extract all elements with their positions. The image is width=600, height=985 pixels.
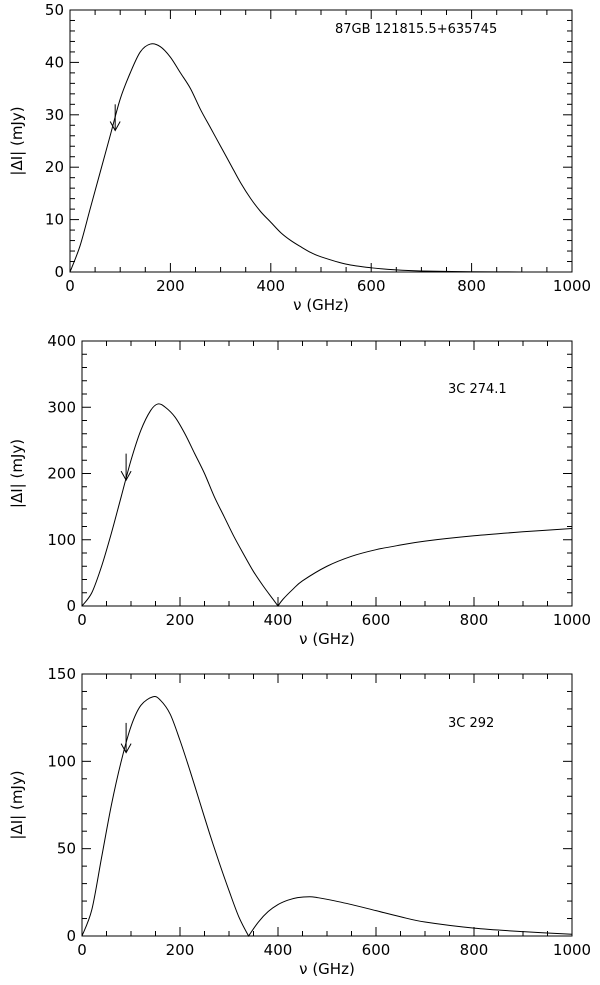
y-tick-label: 10 [45,211,64,229]
y-tick-label: 400 [47,332,76,350]
x-tick-label: 200 [156,277,185,295]
panel-2: 0 200 400 600 800 1000 0 100 200 300 400 ν (GHz) |ΔI… [8,332,591,648]
x-axis-label: ν (GHz) [293,296,349,314]
panel-3: 0 200 400 600 800 1000 0 50 100 150 ν (GHz) |ΔI| (m… [8,665,591,978]
y-tick-label: 0 [54,263,64,281]
series-line [69,43,573,273]
x-tick-label: 400 [264,941,293,959]
y-axis-label: |ΔI| (mJy) [8,106,26,175]
y-axis-label: |ΔI| (mJy) [8,770,26,839]
plot-frame [81,673,573,937]
x-tick-label: 600 [362,611,391,629]
y-tick-label: 0 [66,597,76,615]
x-tick-label: 0 [65,277,75,295]
x-tick-label: 0 [77,611,87,629]
x-tick-label: 600 [362,941,391,959]
y-tick-label: 100 [47,752,76,770]
source-annotation: 3C 292 [448,716,494,731]
y-axis-label: |ΔI| (mJy) [8,439,26,508]
source-annotation: 87GB 121815.5+635745 [335,22,497,37]
panel-1: 0 200 400 600 800 1000 0 10 20 30 40 50 ν (GHz) |ΔI| … [8,1,591,314]
y-tick-label: 300 [47,398,76,416]
x-tick-label: 0 [77,941,87,959]
y-tick-label: 200 [47,465,76,483]
y-tick-label: 0 [66,927,76,945]
y-tick-label: 20 [45,158,64,176]
x-tick-label: 400 [256,277,285,295]
upper-limit-arrowhead [120,470,132,482]
y-tick-label: 30 [45,106,64,124]
y-tick-label: 50 [45,1,64,19]
x-axis-label: ν (GHz) [299,960,355,978]
x-axis-label: ν (GHz) [299,630,355,648]
x-tick-label: 1000 [553,611,591,629]
upper-limit-arrowhead [109,121,121,132]
y-tick-label: 40 [45,53,64,71]
x-tick-label: 1000 [553,941,591,959]
x-tick-label: 200 [166,941,195,959]
x-tick-label: 600 [357,277,386,295]
x-tick-label: 400 [264,611,293,629]
x-tick-label: 800 [457,277,486,295]
plot-frame [69,9,573,273]
y-tick-label: 50 [57,840,76,858]
source-annotation: 3C 274.1 [448,382,507,397]
y-tick-label: 150 [47,665,76,683]
x-tick-label: 800 [460,941,489,959]
x-tick-label: 200 [166,611,195,629]
series-line [81,696,573,937]
x-tick-label: 1000 [553,277,591,295]
series-line [81,403,573,607]
x-tick-label: 800 [460,611,489,629]
upper-limit-arrowhead [120,743,132,754]
y-tick-label: 100 [47,531,76,549]
